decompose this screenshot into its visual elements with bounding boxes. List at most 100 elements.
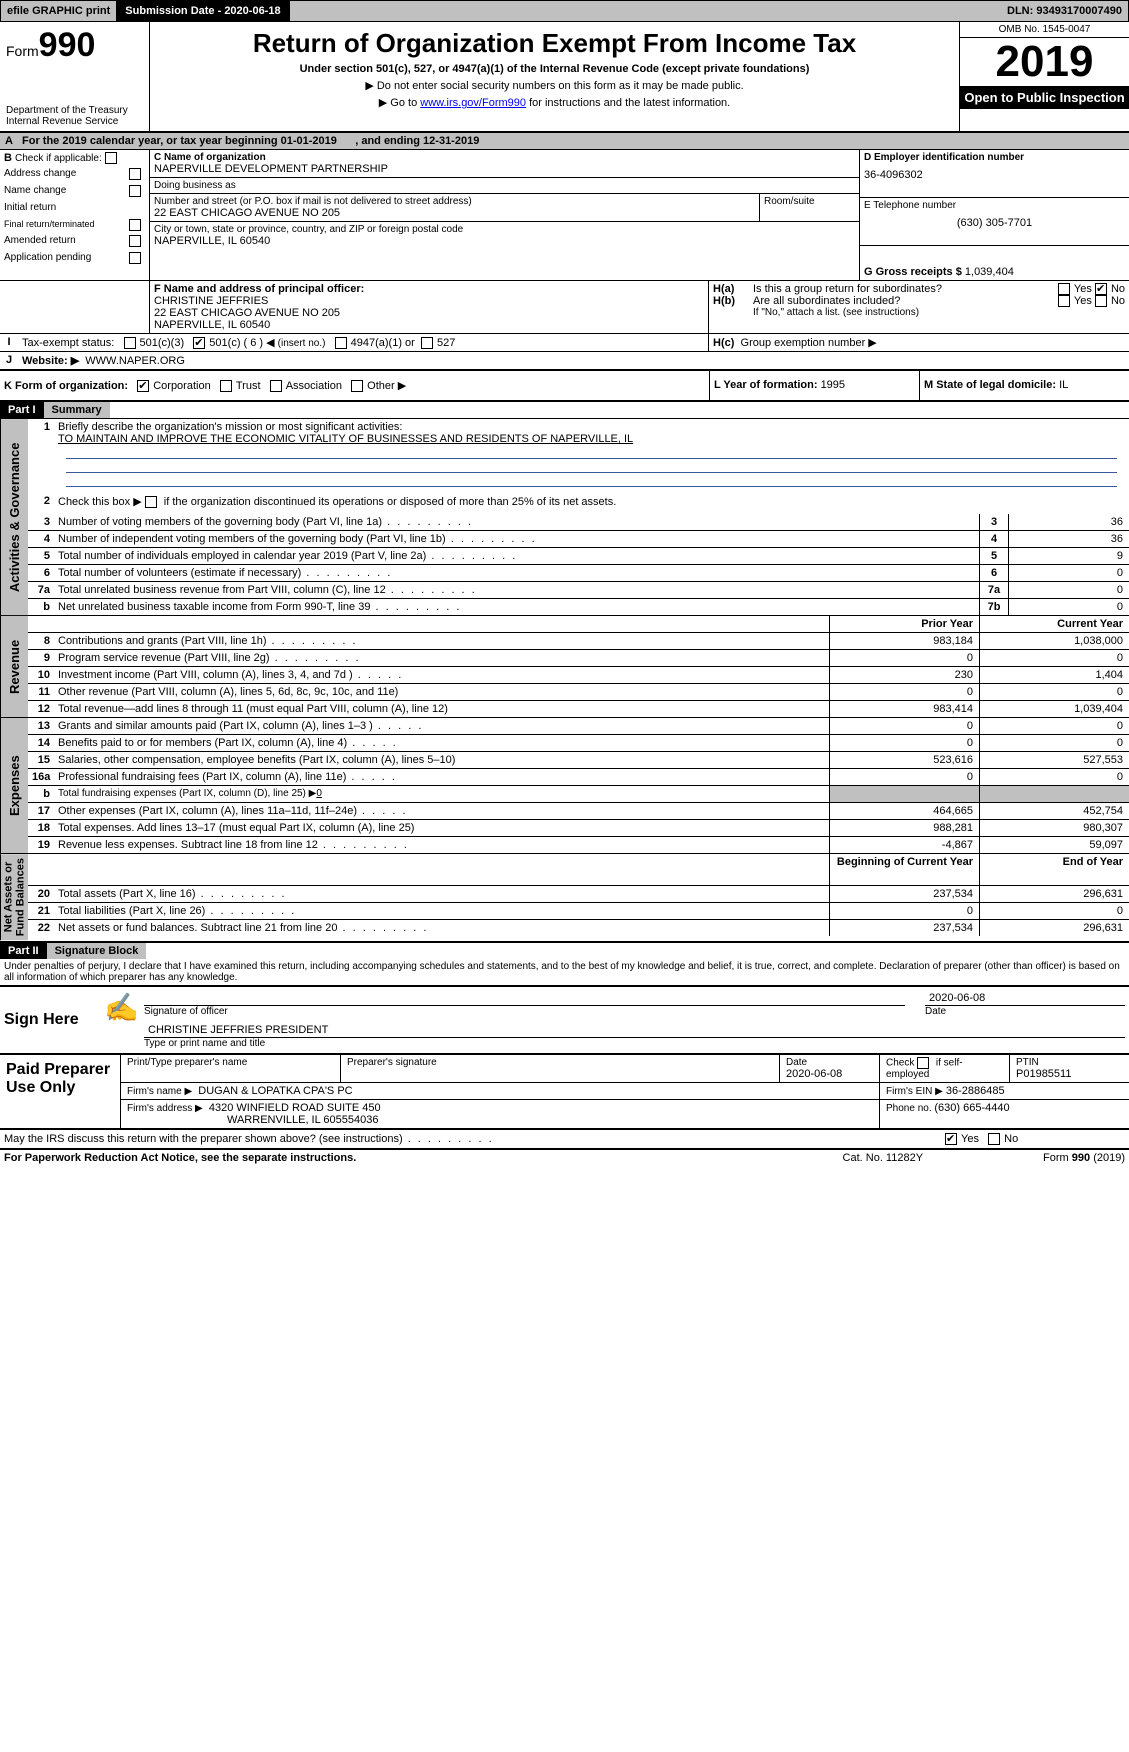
l-formation: L Year of formation: 1995 [714, 379, 845, 391]
chk-501c[interactable] [193, 337, 205, 349]
b21: 0 [829, 903, 979, 919]
dln: DLN: 93493170007490 [1001, 3, 1128, 19]
val5: 9 [1009, 548, 1129, 564]
firm-addr1: 4320 WINFIELD ROAD SUITE 450 [209, 1102, 381, 1114]
p17: 464,665 [829, 803, 979, 819]
line7a: Total unrelated business revenue from Pa… [54, 582, 979, 598]
firm-phone: (630) 665-4440 [934, 1102, 1009, 1114]
col-prior-year: Prior Year [829, 616, 979, 632]
officer-name: CHRISTINE JEFFRIES [154, 295, 704, 307]
hb-no[interactable] [1095, 295, 1107, 307]
opt-initial-return: Initial return [4, 202, 145, 213]
may-no[interactable] [988, 1133, 1000, 1145]
form-footer: Form 990 (2019) [1043, 1152, 1125, 1164]
officer-addr2: NAPERVILLE, IL 60540 [154, 319, 704, 331]
officer-printed-name: CHRISTINE JEFFRIES PRESIDENT [144, 1023, 1125, 1038]
prep-date-label: Date [786, 1057, 873, 1068]
city-value: NAPERVILLE, IL 60540 [154, 235, 855, 247]
line12: Total revenue—add lines 8 through 11 (mu… [54, 701, 829, 717]
line-a: For the 2019 calendar year, or tax year … [18, 133, 483, 149]
chk-other[interactable] [351, 380, 363, 392]
ptin-value: P01985511 [1016, 1068, 1123, 1080]
c8: 1,038,000 [979, 633, 1129, 649]
c13: 0 [979, 718, 1129, 734]
line15: Salaries, other compensation, employee b… [54, 752, 829, 768]
f-label: F Name and address of principal officer: [154, 283, 704, 295]
c12: 1,039,404 [979, 701, 1129, 717]
p12: 983,414 [829, 701, 979, 717]
ha-question: Is this a group return for subordinates? [753, 283, 1058, 295]
line8: Contributions and grants (Part VIII, lin… [54, 633, 829, 649]
part-i-bar: Part I [0, 402, 44, 418]
line16b: Total fundraising expenses (Part IX, col… [54, 786, 829, 802]
opt-address-change: Address change [4, 168, 145, 179]
vlabel-governance: Activities & Governance [0, 419, 28, 615]
c9: 0 [979, 650, 1129, 666]
line17: Other expenses (Part IX, column (A), lin… [54, 803, 829, 819]
section-b: B Check if applicable: Address change Na… [0, 150, 150, 280]
line16a: Professional fundraising fees (Part IX, … [54, 769, 829, 785]
may-yes[interactable] [945, 1133, 957, 1145]
paperwork-notice: For Paperwork Reduction Act Notice, see … [4, 1152, 356, 1164]
ein-value: 36-4096302 [864, 169, 1125, 181]
chk-self-employed[interactable] [917, 1057, 929, 1069]
print-name-label: Type or print name and title [144, 1038, 1125, 1049]
website-label: Website: ▶ [22, 355, 79, 367]
chk-4947[interactable] [335, 337, 347, 349]
chk-corp[interactable] [137, 380, 149, 392]
line20: Total assets (Part X, line 16) [54, 886, 829, 902]
chk-assoc[interactable] [270, 380, 282, 392]
part-ii-bar: Part II [0, 943, 47, 959]
mission-text: TO MAINTAIN AND IMPROVE THE ECONOMIC VIT… [58, 433, 633, 445]
sign-here-label: Sign Here [0, 987, 100, 1053]
p10: 230 [829, 667, 979, 683]
e21: 0 [979, 903, 1129, 919]
line4: Number of independent voting members of … [54, 531, 979, 547]
val3: 36 [1009, 514, 1129, 530]
m-domicile: M State of legal domicile: IL [924, 379, 1068, 391]
p16a: 0 [829, 769, 979, 785]
tax-year: 2019 [960, 38, 1129, 86]
form-number: Form990 [6, 26, 143, 65]
line7b: Net unrelated business taxable income fr… [54, 599, 979, 615]
firm-ein-label: Firm's EIN ▶ [886, 1086, 943, 1097]
prep-sig-label: Preparer's signature [347, 1057, 773, 1068]
irs-link[interactable]: www.irs.gov/Form990 [420, 97, 526, 109]
chk-discontinued[interactable] [145, 496, 157, 508]
phone-label: E Telephone number [864, 200, 1125, 211]
val4: 36 [1009, 531, 1129, 547]
p11: 0 [829, 684, 979, 700]
efile-label: efile GRAPHIC print [1, 3, 116, 19]
chk-trust[interactable] [220, 380, 232, 392]
c18: 980,307 [979, 820, 1129, 836]
chk-527[interactable] [421, 337, 433, 349]
omb-number: OMB No. 1545-0047 [960, 22, 1129, 38]
officer-addr1: 22 EAST CHICAGO AVENUE NO 205 [154, 307, 704, 319]
phone-value: (630) 305-7701 [864, 217, 1125, 229]
prep-date: 2020-06-08 [786, 1068, 873, 1080]
gross-receipts: G Gross receipts $ 1,039,404 [864, 266, 1014, 278]
line6: Total number of volunteers (estimate if … [54, 565, 979, 581]
c14: 0 [979, 735, 1129, 751]
vlabel-revenue: Revenue [0, 616, 28, 717]
c-name-label: C Name of organization [154, 152, 855, 163]
sign-here-block: Sign Here ✍ Signature of officer 2020-06… [0, 985, 1129, 1055]
ha-yes[interactable] [1058, 283, 1070, 295]
addr-label: Number and street (or P.O. box if mail i… [154, 196, 755, 207]
opt-pending: Application pending [4, 252, 145, 263]
hb-yes[interactable] [1058, 295, 1070, 307]
form-header: Form990 Department of the Treasury Inter… [0, 22, 1129, 133]
val7b: 0 [1009, 599, 1129, 615]
line10: Investment income (Part VIII, column (A)… [54, 667, 829, 683]
c19: 59,097 [979, 837, 1129, 853]
col-end-year: End of Year [979, 854, 1129, 885]
chk-501c3[interactable] [124, 337, 136, 349]
hc-label: Group exemption number ▶ [741, 337, 877, 349]
website-value: WWW.NAPER.ORG [85, 355, 185, 367]
part-i-title: Summary [44, 402, 110, 418]
chk-applicable[interactable] [105, 152, 117, 164]
line9: Program service revenue (Part VIII, line… [54, 650, 829, 666]
firm-phone-label: Phone no. [886, 1103, 934, 1114]
opt-name-change: Name change [4, 185, 145, 196]
ha-no[interactable] [1095, 283, 1107, 295]
